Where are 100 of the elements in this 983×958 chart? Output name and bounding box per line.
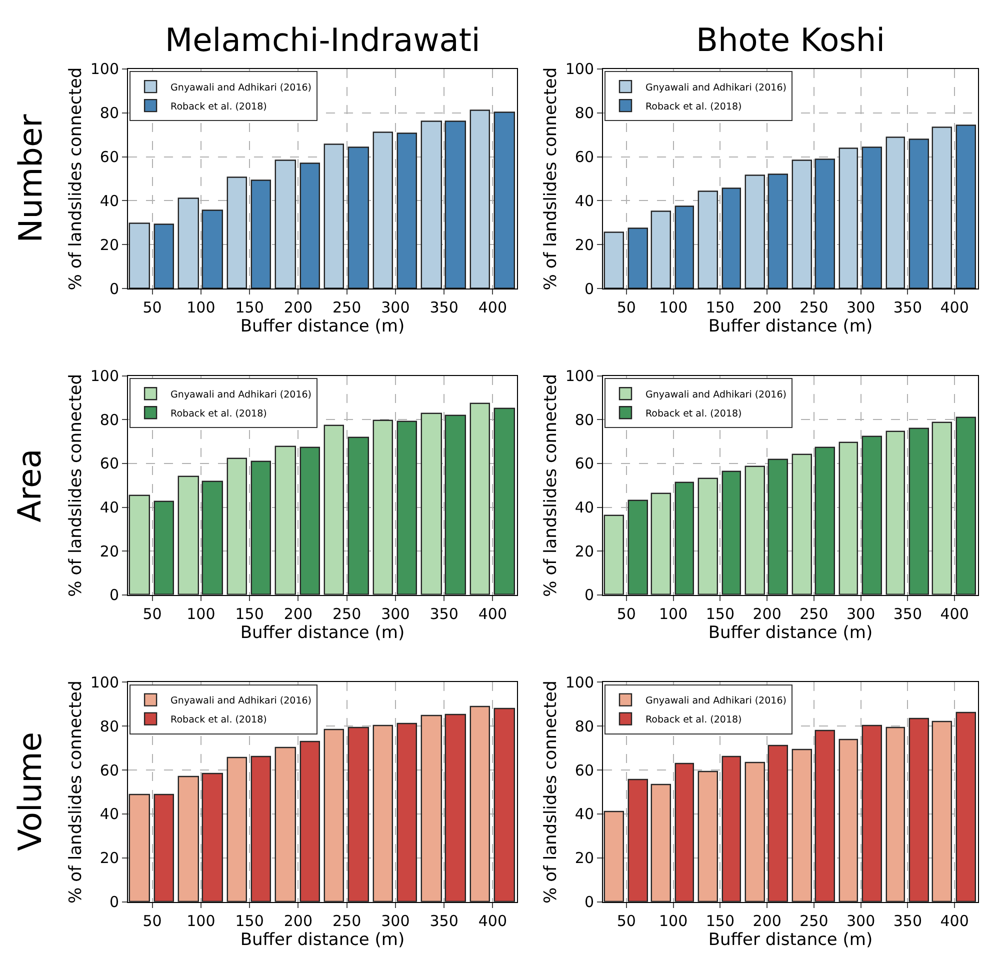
bar xyxy=(932,720,952,902)
y-axis-title: % of landslides connected xyxy=(540,67,561,290)
x-tick-label: 400 xyxy=(478,912,508,930)
y-tick-label: 100 xyxy=(90,60,119,78)
y-axis-title: % of landslides connected xyxy=(66,67,86,290)
bar xyxy=(674,762,694,902)
y-tick-label: 80 xyxy=(574,104,594,122)
x-tick-label: 100 xyxy=(658,912,688,930)
bar xyxy=(814,730,835,902)
legend-label: Gnyawali and Adhikari (2016) xyxy=(170,82,312,94)
x-tick-label: 100 xyxy=(658,298,688,317)
x-tick-label: 150 xyxy=(706,912,735,930)
bar xyxy=(226,756,247,902)
x-tick-label: 400 xyxy=(940,912,969,930)
bar xyxy=(604,514,624,595)
bar xyxy=(650,210,671,289)
bar xyxy=(348,726,369,902)
bar xyxy=(744,466,765,595)
bar xyxy=(444,414,466,595)
bar xyxy=(604,810,624,902)
bar xyxy=(628,500,648,595)
legend-label: Gnyawali and Adhikari (2016) xyxy=(646,82,786,94)
bar xyxy=(444,120,466,289)
bar xyxy=(128,222,150,289)
bar xyxy=(908,718,929,902)
bar xyxy=(154,224,174,289)
x-tick-label: 300 xyxy=(381,604,410,623)
bar xyxy=(348,146,369,289)
x-tick-label: 400 xyxy=(478,604,508,623)
y-tick-label: 60 xyxy=(100,148,119,166)
x-axis-title: Buffer distance (m) xyxy=(708,316,873,337)
x-tick-label: 200 xyxy=(752,912,782,930)
bar xyxy=(862,146,882,289)
x-tick-label: 350 xyxy=(430,912,458,930)
bar xyxy=(420,412,442,595)
x-tick-label: 400 xyxy=(478,298,508,317)
bar xyxy=(154,794,174,902)
bar xyxy=(226,458,247,595)
x-tick-label: 250 xyxy=(332,298,362,317)
y-tick-label: 20 xyxy=(100,236,119,254)
bar xyxy=(494,112,515,289)
y-tick-label: 40 xyxy=(574,805,594,824)
y-axis-title: % of landslides connected xyxy=(66,374,86,597)
y-tick-label: 0 xyxy=(584,280,594,298)
bar xyxy=(698,190,718,289)
x-axis-title: Buffer distance (m) xyxy=(708,930,873,950)
bar xyxy=(792,748,812,902)
x-tick-label: 350 xyxy=(430,604,458,623)
y-tick-label: 20 xyxy=(574,236,594,254)
bar xyxy=(956,416,976,595)
bar xyxy=(300,446,320,595)
x-tick-label: 250 xyxy=(800,604,828,623)
legend-label: Roback et al. (2018) xyxy=(646,714,742,726)
bar xyxy=(886,430,905,595)
bar xyxy=(494,708,515,902)
y-tick-label: 100 xyxy=(565,673,594,692)
legend-label: Roback et al. (2018) xyxy=(170,101,267,112)
x-tick-label: 350 xyxy=(893,298,922,317)
y-tick-label: 80 xyxy=(100,410,119,429)
bar xyxy=(956,124,976,289)
x-tick-label: 350 xyxy=(893,912,922,930)
bar xyxy=(300,162,320,289)
y-tick-label: 20 xyxy=(100,542,119,560)
bar xyxy=(628,778,648,902)
x-axis-title: Buffer distance (m) xyxy=(240,930,405,950)
y-tick-label: 60 xyxy=(574,454,594,473)
bar xyxy=(396,420,417,595)
bar xyxy=(674,482,694,595)
x-axis-title: Buffer distance (m) xyxy=(240,316,405,337)
bar xyxy=(814,446,835,595)
x-tick-label: 400 xyxy=(940,298,969,317)
y-axis-title: % of landslides connected xyxy=(540,680,561,904)
x-axis-title: Buffer distance (m) xyxy=(240,622,405,643)
bar xyxy=(722,470,741,595)
bar xyxy=(396,132,417,289)
x-tick-label: 400 xyxy=(940,604,969,623)
y-tick-label: 100 xyxy=(565,60,594,78)
y-tick-label: 40 xyxy=(100,805,119,824)
bar xyxy=(862,724,882,902)
bar xyxy=(814,158,835,289)
bar xyxy=(604,232,624,289)
bar xyxy=(650,784,671,902)
chart-title: Bhote Koshi xyxy=(696,21,886,59)
y-axis-title: % of landslides connected xyxy=(66,680,86,904)
bar xyxy=(744,762,765,902)
bar xyxy=(494,408,515,595)
y-tick-label: 0 xyxy=(109,280,119,298)
x-tick-label: 100 xyxy=(186,298,216,317)
bar xyxy=(324,144,344,289)
x-tick-label: 150 xyxy=(235,604,264,623)
bar xyxy=(674,206,694,289)
y-tick-label: 20 xyxy=(574,542,594,560)
x-tick-label: 150 xyxy=(235,298,264,317)
y-tick-label: 40 xyxy=(574,192,594,210)
y-tick-label: 0 xyxy=(109,893,119,912)
bar xyxy=(300,740,320,902)
bar xyxy=(768,174,788,289)
bar xyxy=(792,160,812,289)
legend-label: Roback et al. (2018) xyxy=(646,101,742,112)
bar xyxy=(444,714,466,902)
